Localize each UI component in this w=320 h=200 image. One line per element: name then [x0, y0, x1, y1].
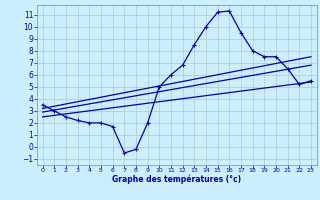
X-axis label: Graphe des températures (°c): Graphe des températures (°c) — [112, 175, 241, 184]
